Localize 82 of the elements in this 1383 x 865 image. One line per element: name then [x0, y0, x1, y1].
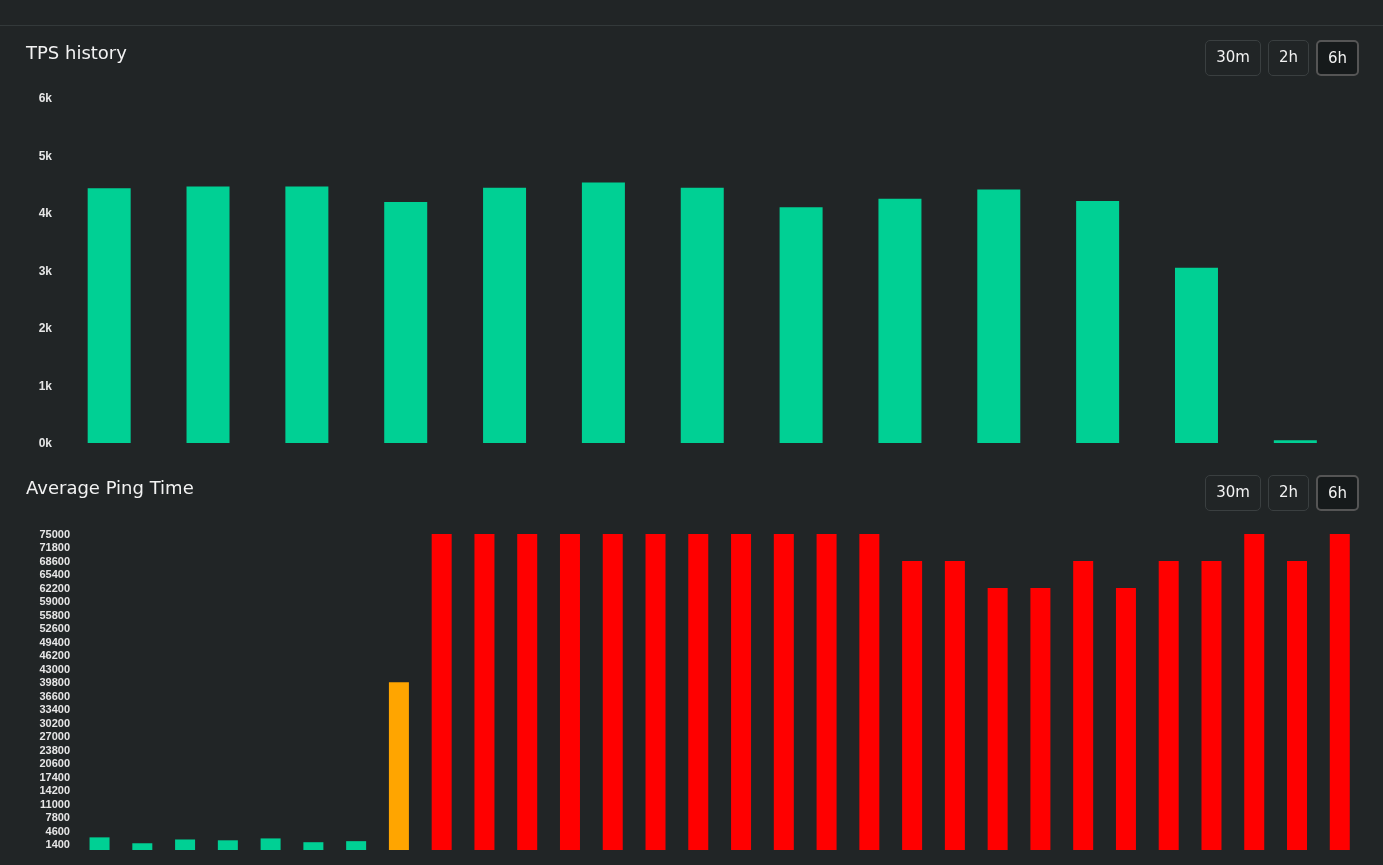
bar	[688, 534, 709, 850]
chart-title: TPS history	[26, 42, 127, 63]
bar	[517, 534, 538, 850]
y-tick-label: 30200	[39, 716, 70, 729]
bar	[431, 534, 452, 850]
y-tick-label: 7800	[45, 811, 70, 824]
y-tick-label: 14200	[39, 784, 70, 797]
bar	[731, 534, 752, 850]
bar	[1073, 560, 1094, 850]
bar	[260, 838, 281, 850]
y-tick-label: 5k	[38, 148, 53, 163]
y-tick-label: 11000	[40, 797, 70, 810]
bar	[878, 198, 922, 443]
y-tick-label: 1400	[45, 838, 70, 851]
bar	[1287, 560, 1308, 850]
y-tick-label: 4600	[45, 824, 70, 837]
bar	[944, 560, 965, 850]
bar	[474, 534, 495, 850]
bar	[902, 560, 923, 850]
y-tick-label: 3k	[38, 263, 53, 278]
y-tick-label: 23800	[39, 743, 70, 756]
bar	[1244, 534, 1265, 850]
bar	[132, 843, 153, 850]
y-tick-label: 71800	[39, 541, 70, 554]
bar	[680, 187, 724, 443]
bar	[1174, 267, 1218, 443]
bar	[388, 682, 409, 850]
chart-title: Average Ping Time	[26, 477, 194, 498]
y-tick-label: 36600	[39, 689, 70, 702]
y-tick-label: 62200	[39, 581, 70, 594]
y-tick-label: 33400	[39, 703, 70, 716]
y-tick-label: 6k	[38, 91, 53, 106]
bar	[87, 188, 131, 443]
y-tick-label: 52600	[39, 622, 70, 635]
y-tick-label: 0k	[38, 436, 53, 451]
bar	[186, 186, 230, 443]
bar	[175, 839, 196, 850]
y-tick-label: 43000	[39, 662, 70, 675]
y-tick-label: 2k	[38, 321, 53, 336]
bar	[559, 534, 580, 850]
text: 30m	[1205, 40, 1261, 76]
y-tick-label: 68600	[39, 554, 70, 567]
bar	[1076, 200, 1120, 443]
y-tick-label: 59000	[39, 595, 70, 608]
bar	[581, 182, 625, 443]
bar	[483, 187, 527, 443]
y-tick-label: 55800	[39, 608, 70, 621]
bar	[779, 207, 823, 443]
bar	[217, 840, 238, 850]
bar	[987, 587, 1008, 850]
text: 2h	[1267, 40, 1309, 76]
y-tick-label: 39800	[39, 676, 70, 689]
y-tick-label: 46200	[39, 649, 70, 662]
y-tick-label: 65400	[39, 568, 70, 581]
bar	[1329, 534, 1350, 850]
bar	[346, 841, 367, 850]
bar	[384, 202, 428, 443]
bar	[859, 534, 880, 850]
bar	[773, 534, 794, 850]
bar	[1158, 560, 1179, 850]
bar	[303, 842, 324, 850]
text: 6h	[1315, 475, 1359, 511]
y-tick-label: 1k	[38, 378, 53, 393]
bar	[816, 534, 837, 850]
bar	[645, 534, 666, 850]
y-tick-label: 17400	[39, 770, 70, 783]
text: 6h	[1315, 40, 1359, 76]
y-tick-label: 49400	[39, 635, 70, 648]
bar	[1115, 587, 1136, 850]
y-tick-label: 75000	[39, 527, 70, 540]
bar	[1273, 440, 1317, 443]
bar	[89, 837, 110, 850]
bar	[602, 534, 623, 850]
text: 2h	[1267, 475, 1309, 511]
y-tick-label: 4k	[38, 206, 53, 221]
y-tick-label: 20600	[39, 757, 70, 770]
bar	[285, 186, 329, 443]
bar	[977, 189, 1021, 443]
y-tick-label: 27000	[39, 730, 70, 743]
bar	[1030, 587, 1051, 850]
text: 30m	[1205, 475, 1261, 511]
bar	[1201, 560, 1222, 850]
